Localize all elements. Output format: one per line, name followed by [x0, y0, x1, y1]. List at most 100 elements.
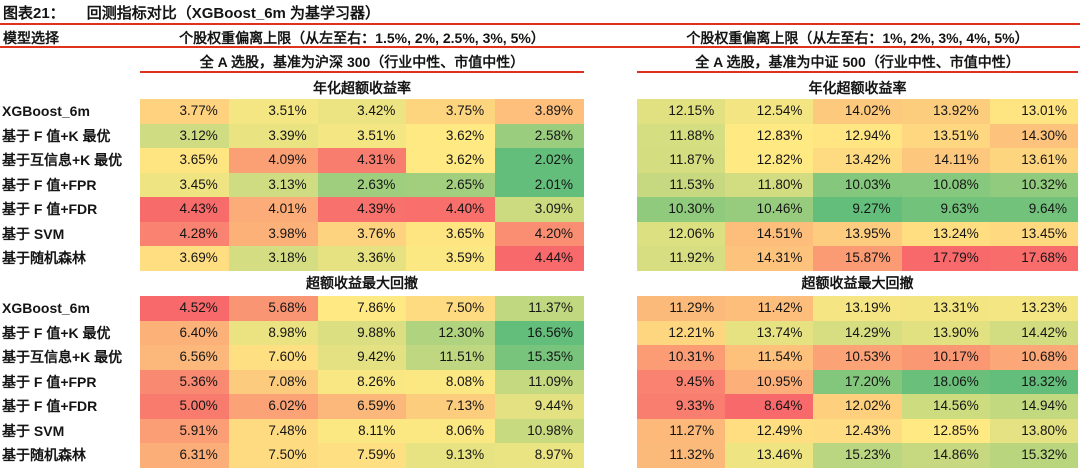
- heatmap-cell: 11.80%: [725, 172, 814, 197]
- heatmap-cell: 18.06%: [901, 369, 990, 394]
- heatmap-cell: 12.43%: [813, 418, 902, 443]
- heatmap-cell: 13.74%: [725, 320, 814, 345]
- heatmap-row-cells: 12.06% 14.51% 13.95% 13.24% 13.45%: [637, 221, 1079, 246]
- metric-title-annualized-right: 年化超额收益率: [808, 80, 907, 96]
- heatmap-cell: 3.12%: [140, 123, 229, 148]
- figure-title: 回测指标对比（XGBoost_6m 为基学习器）: [86, 5, 381, 22]
- row-label: 基于 SVM: [2, 225, 65, 242]
- heatmap-row-cells: 4.43% 4.01% 4.39% 4.40% 3.09%: [140, 197, 584, 222]
- heatmap-cell: 7.50%: [228, 443, 318, 468]
- heatmap-cell: 9.13%: [406, 443, 496, 468]
- heatmap-cell: 13.80%: [989, 418, 1079, 443]
- red-rule-universe-right: [637, 71, 1078, 73]
- table-gap: [584, 99, 637, 124]
- heatmap-cell: 12.49%: [725, 418, 814, 443]
- heatmap-cell: 14.94%: [989, 394, 1079, 419]
- heatmap-cell: 9.64%: [989, 197, 1079, 222]
- table-row: 基于 SVM 4.28% 3.98% 3.76% 3.65% 4.20% 12.06% 14.…: [0, 221, 1080, 246]
- table-row: 基于 F 值+K 最优 6.40% 8.98% 9.88% 12.30% 16.56% 12…: [0, 320, 1080, 345]
- heatmap-row-cells: 9.33% 8.64% 12.02% 14.56% 14.94%: [637, 394, 1079, 419]
- table-gap: [584, 173, 637, 198]
- row-label: 基于互信息+K 最优: [2, 152, 123, 168]
- heatmap-row-cells: 11.29% 11.42% 13.19% 13.31% 13.23%: [637, 296, 1079, 321]
- table-row: 基于 SVM 5.91% 7.48% 8.11% 8.06% 10.98% 11.27% 12…: [0, 418, 1080, 443]
- heatmap-row-cells: 6.31% 7.50% 7.59% 9.13% 8.97%: [140, 443, 584, 468]
- heatmap-cell: 6.31%: [140, 443, 229, 468]
- heatmap-cell: 14.02%: [813, 99, 902, 124]
- table-gap: [584, 148, 637, 173]
- heatmap-cell: 10.95%: [725, 369, 814, 394]
- heatmap-cell: 10.08%: [901, 172, 990, 197]
- heatmap-cell: 4.52%: [140, 296, 229, 321]
- heatmap-cell: 4.40%: [406, 197, 496, 222]
- heatmap-cell: 13.51%: [901, 123, 990, 148]
- heatmap-cell: 13.23%: [989, 296, 1079, 321]
- heatmap-row-cells: 3.12% 3.39% 3.51% 3.62% 2.58%: [140, 123, 584, 148]
- heatmap-cell: 3.65%: [140, 148, 229, 173]
- heatmap-cell: 13.24%: [901, 221, 990, 246]
- heatmap-row-cells: 5.91% 7.48% 8.11% 8.06% 10.98%: [140, 418, 584, 443]
- heatmap-row-cells: 10.31% 11.54% 10.53% 10.17% 10.68%: [637, 345, 1079, 370]
- heatmap-cell: 11.53%: [637, 172, 726, 197]
- heatmap-cell: 7.13%: [406, 394, 496, 419]
- heatmap-cell: 7.48%: [228, 418, 318, 443]
- table-gap: [584, 124, 637, 149]
- heatmap-cell: 4.43%: [140, 197, 229, 222]
- heatmap-cell: 3.39%: [228, 123, 318, 148]
- row-label: 基于 F 值+FPR: [2, 373, 97, 390]
- heatmap-cell: 13.95%: [813, 221, 902, 246]
- heatmap-cell: 14.29%: [813, 320, 902, 345]
- heatmap-cell: 4.09%: [228, 148, 318, 173]
- metric-title-annualized-left: 年化超额收益率: [313, 80, 411, 96]
- heatmap-cell: 3.89%: [495, 99, 584, 124]
- heatmap-row-cells: 3.69% 3.18% 3.36% 3.59% 4.44%: [140, 246, 584, 271]
- heatmap-cell: 13.45%: [989, 221, 1079, 246]
- heatmap-cell: 6.02%: [228, 394, 318, 419]
- heatmap-cell: 3.77%: [140, 99, 229, 124]
- heatmap-cell: 14.56%: [901, 394, 990, 419]
- heatmap-cell: 12.02%: [813, 394, 902, 419]
- row-label: 基于随机森林: [2, 447, 86, 463]
- heatmap-cell: 8.11%: [317, 418, 407, 443]
- heatmap-cell: 3.13%: [228, 172, 318, 197]
- heatmap-cell: 7.59%: [317, 443, 407, 468]
- heatmap-cell: 12.30%: [406, 320, 496, 345]
- heatmap-row-cells: 3.77% 3.51% 3.42% 3.75% 3.89%: [140, 99, 584, 124]
- heatmap-cell: 12.21%: [637, 320, 726, 345]
- heatmap-cell: 14.86%: [901, 443, 990, 468]
- heatmap-cell: 2.01%: [495, 172, 584, 197]
- table-row: 基于互信息+K 最优 3.65% 4.09% 4.31% 3.62% 2.02% 11.87…: [0, 148, 1080, 173]
- model-select-header: 模型选择: [3, 30, 59, 46]
- heatmap-row-cells: 11.92% 14.31% 15.87% 17.79% 17.68%: [637, 246, 1079, 271]
- weight-limit-header-right: 个股权重偏离上限（从左至右：1%, 2%, 3%, 4%, 5%）: [686, 30, 1029, 46]
- label-spacer: [0, 271, 140, 297]
- heatmap-cell: 6.59%: [317, 394, 407, 419]
- heatmap-cell: 5.91%: [140, 418, 229, 443]
- heatmap-cell: 9.88%: [317, 320, 407, 345]
- heatmap-cell: 8.97%: [495, 443, 584, 468]
- row-label: 基于 F 值+FPR: [2, 176, 97, 193]
- heatmap-cell: 10.30%: [637, 197, 726, 222]
- table-row: 基于随机森林 6.31% 7.50% 7.59% 9.13% 8.97% 11.32% 13.…: [0, 443, 1080, 468]
- heatmap-cell: 17.20%: [813, 369, 902, 394]
- heatmap-cell: 10.31%: [637, 345, 726, 370]
- table-row: 基于随机森林 3.69% 3.18% 3.36% 3.59% 4.44% 11.92% 14.…: [0, 246, 1080, 271]
- heatmap-cell: 7.60%: [228, 345, 318, 370]
- heatmap-row-cells: 5.36% 7.08% 8.26% 8.08% 11.09%: [140, 369, 584, 394]
- heatmap-cell: 11.87%: [637, 148, 726, 173]
- heatmap-cell: 12.15%: [637, 99, 726, 124]
- heatmap-cell: 8.08%: [406, 369, 496, 394]
- heatmap-cell: 12.06%: [637, 221, 726, 246]
- heatmap-cell: 13.90%: [901, 320, 990, 345]
- heatmap-cell: 11.54%: [725, 345, 814, 370]
- heatmap-cell: 6.40%: [140, 320, 229, 345]
- figure-title-row: 图表21： 回测指标对比（XGBoost_6m 为基学习器）: [3, 2, 380, 23]
- metric-header-row: 年化超额收益率 年化超额收益率: [0, 78, 1080, 97]
- heatmap-cell: 12.94%: [813, 123, 902, 148]
- heatmap-cell: 9.44%: [495, 394, 584, 419]
- heatmap-cell: 12.54%: [725, 99, 814, 124]
- heatmap-cell: 9.33%: [637, 394, 726, 419]
- row-label: 基于 F 值+FDR: [2, 398, 98, 414]
- metric-title-drawdown-right: 超额收益最大回撤: [801, 274, 914, 291]
- metric-title-drawdown-left: 超额收益最大回撤: [306, 274, 418, 291]
